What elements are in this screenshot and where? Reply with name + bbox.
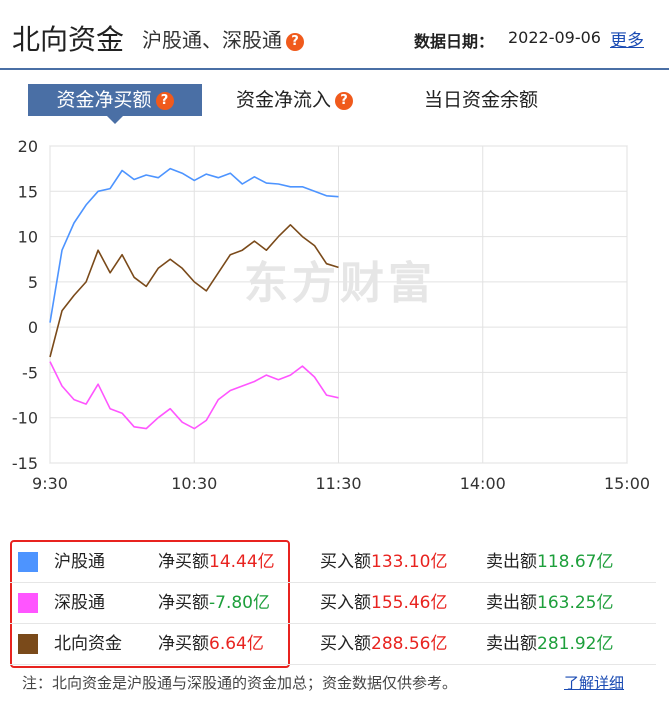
help-icon[interactable]: ? [286, 32, 304, 51]
y-tick-label: 10 [18, 228, 38, 247]
buy-value: 288.56亿 [371, 634, 448, 654]
date-value: 2022-09-06 [508, 28, 601, 47]
subtitle-text: 沪股通、深股通 [142, 28, 282, 52]
sell-amount: 卖出额281.92亿 [486, 624, 613, 664]
legend-row-sh: 沪股通 净买额14.44亿 买入额133.10亿 卖出额118.67亿 [10, 542, 656, 582]
legend-table: 沪股通 净买额14.44亿 买入额133.10亿 卖出额118.67亿 深股通 … [10, 540, 656, 670]
net-label: 净买额 [158, 552, 209, 572]
footnote: 注：北向资金是沪股通与深股通的资金加总；资金数据仅供参考。 [22, 674, 458, 692]
x-axis-ticks: 9:30 10:30 11:30 14:00 15:00 [32, 474, 650, 493]
series-line-sh [49, 167, 339, 323]
swatch-sz [18, 593, 38, 613]
tab-bar: 资金净买额? 资金净流入? 当日资金余额 [0, 84, 669, 124]
net-value: -7.80亿 [209, 593, 270, 613]
tab-net-buy-label: 资金净买额 [56, 89, 152, 111]
buy-value: 155.46亿 [371, 593, 448, 613]
y-tick-label: 0 [28, 318, 38, 337]
tab-balance[interactable]: 当日资金余额 [424, 84, 538, 116]
net-value: 6.64亿 [209, 634, 264, 654]
page-title: 北向资金 [12, 23, 125, 56]
swatch-north [18, 634, 38, 654]
buy-label: 买入额 [320, 593, 371, 613]
help-icon[interactable]: ? [335, 91, 354, 110]
y-tick-label: 20 [18, 137, 38, 156]
net-buy: 净买额14.44亿 [158, 542, 275, 582]
y-tick-label: 15 [18, 182, 38, 201]
series-line-north [49, 224, 339, 358]
tab-balance-label: 当日资金余额 [424, 89, 539, 111]
series-line-sz [49, 361, 339, 430]
date-label: 数据日期： [414, 32, 495, 51]
y-tick-label: -5 [22, 363, 38, 382]
highlight-box [10, 540, 290, 668]
chart-grid [49, 145, 628, 464]
series-name: 深股通 [54, 593, 105, 613]
y-axis-ticks: 20 15 10 5 0 -5 -10 -15 [12, 137, 38, 473]
sell-value: 163.25亿 [537, 593, 614, 613]
header: 北向资金 沪股通、深股通? 数据日期： 2022-09-06 更多 [0, 0, 669, 70]
line-chart: 东方财富 20 15 10 5 0 -5 -10 -15 9:30 10:30 11:30 14:0… [12, 137, 650, 493]
swatch-sh [18, 552, 38, 572]
series-name: 北向资金 [54, 634, 122, 654]
sell-value: 281.92亿 [537, 634, 614, 654]
sell-amount: 卖出额118.67亿 [486, 542, 613, 582]
help-icon[interactable]: ? [155, 91, 174, 110]
divider [10, 623, 656, 624]
legend-row-north: 北向资金 净买额6.64亿 买入额288.56亿 卖出额281.92亿 [10, 624, 656, 664]
x-tick-label: 11:30 [315, 474, 361, 493]
watermark: 东方财富 [244, 258, 436, 309]
y-tick-label: -15 [12, 454, 38, 473]
net-label: 净买额 [158, 634, 209, 654]
learn-more-link[interactable]: 了解详细 [564, 674, 625, 692]
net-buy: 净买额6.64亿 [158, 624, 264, 664]
buy-amount: 买入额288.56亿 [320, 624, 447, 664]
tab-net-inflow-label: 资金净流入 [236, 89, 332, 111]
buy-label: 买入额 [320, 552, 371, 572]
tab-net-buy[interactable]: 资金净买额? [28, 84, 202, 124]
series-lines [49, 167, 339, 430]
x-tick-label: 15:00 [604, 474, 650, 493]
page-subtitle: 沪股通、深股通? [142, 24, 304, 53]
legend-row-sz: 深股通 净买额-7.80亿 买入额155.46亿 卖出额163.25亿 [10, 583, 656, 623]
divider [10, 582, 656, 583]
y-tick-label: 5 [28, 273, 38, 292]
net-label: 净买额 [158, 593, 209, 613]
sell-label: 卖出额 [486, 593, 537, 613]
sell-label: 卖出额 [486, 552, 537, 572]
buy-amount: 买入额155.46亿 [320, 583, 447, 623]
sell-amount: 卖出额163.25亿 [486, 583, 613, 623]
x-tick-label: 14:00 [460, 474, 506, 493]
series-name: 沪股通 [54, 552, 105, 572]
divider [10, 664, 656, 665]
sell-label: 卖出额 [486, 634, 537, 654]
x-tick-label: 9:30 [32, 474, 68, 493]
buy-value: 133.10亿 [371, 552, 448, 572]
more-link[interactable]: 更多 [610, 31, 644, 51]
y-tick-label: -10 [12, 409, 38, 428]
tab-net-inflow[interactable]: 资金净流入? [236, 84, 354, 116]
sell-value: 118.67亿 [537, 552, 614, 572]
net-value: 14.44亿 [209, 552, 275, 572]
buy-amount: 买入额133.10亿 [320, 542, 447, 582]
buy-label: 买入额 [320, 634, 371, 654]
x-tick-label: 10:30 [171, 474, 217, 493]
net-buy: 净买额-7.80亿 [158, 583, 270, 623]
